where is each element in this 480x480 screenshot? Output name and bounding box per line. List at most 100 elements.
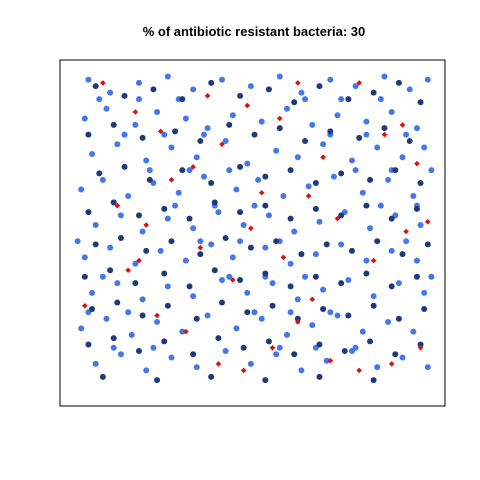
bacteria-point-light [298,89,305,96]
bacteria-point-light [363,131,370,138]
bacteria-point-light [251,202,258,209]
bacteria-point-light [367,225,374,232]
bacteria-point-light [132,121,139,128]
bacteria-point-light [107,89,114,96]
bacteria-point-light [273,351,280,358]
bacteria-point-light [146,167,153,174]
bacteria-point-dark [193,315,200,322]
bacteria-point-light [428,167,435,174]
bacteria-point-dark [265,86,272,93]
bacteria-point-light [287,260,294,267]
bacteria-point-light [388,247,395,254]
bacteria-point-light [334,312,341,319]
resistant-bacteria-point [295,80,301,86]
bacteria-point-light [276,73,283,80]
bacteria-point-dark [161,205,168,212]
bacteria-point-dark [287,215,294,222]
bacteria-point-dark [132,280,139,287]
bacteria-point-light [135,79,142,86]
bacteria-point-light [403,131,410,138]
bacteria-point-dark [312,273,319,280]
bacteria-point-light [78,325,85,332]
bacteria-point-light [222,138,229,145]
bacteria-point-light [172,202,179,209]
bacteria-point-light [74,238,81,245]
bacteria-point-light [114,280,121,287]
bacteria-point-dark [363,202,370,209]
bacteria-point-dark [114,299,121,306]
bacteria-point-dark [316,83,323,90]
bacteria-point-dark [262,173,269,180]
bacteria-point-light [417,222,424,229]
resistant-bacteria-point [219,141,225,148]
bacteria-point-dark [294,315,301,322]
bacteria-point-light [294,296,301,303]
bacteria-point-light [403,238,410,245]
bacteria-point-light [128,331,135,338]
bacteria-point-light [139,296,146,303]
bacteria-point-dark [237,209,244,216]
resistant-bacteria-point [157,128,164,135]
resistant-bacteria-point [414,160,420,167]
bacteria-point-light [283,105,290,112]
bacteria-point-dark [338,170,345,177]
bacteria-point-light [421,289,428,296]
bacteria-point-light [316,218,323,225]
bacteria-point-light [273,147,280,154]
bacteria-point-dark [392,167,399,174]
bacteria-point-dark [164,302,171,309]
bacteria-point-dark [237,92,244,99]
bacteria-point-light [327,309,334,316]
bacteria-point-dark [197,251,204,258]
resistant-bacteria-point [143,222,149,228]
resistant-bacteria-point [269,344,276,351]
bacteria-point-dark [417,341,424,348]
bacteria-point-dark [367,338,374,345]
bacteria-point-dark [110,121,117,128]
bacteria-point-light [276,344,283,351]
bacteria-point-light [381,73,388,80]
bacteria-point-light [237,238,244,245]
bacteria-point-dark [392,351,399,358]
resistant-bacteria-point [280,254,287,261]
bacteria-point-light [139,228,146,235]
bacteria-point-light [370,293,377,300]
bacteria-point-light [244,289,251,296]
bacteria-point-dark [348,247,355,254]
bacteria-point-dark [265,338,272,345]
bacteria-point-light [320,141,327,148]
bacteria-point-light [280,192,287,199]
bacteria-point-light [117,212,124,219]
bacteria-point-dark [89,306,96,313]
bacteria-point-dark [211,199,218,206]
resistant-bacteria-point [399,122,406,128]
bacteria-point-light [345,276,352,283]
bacteria-point-light [233,186,240,193]
resistant-bacteria-point [204,93,211,99]
bacteria-point-dark [110,335,117,342]
bacteria-point-light [132,260,139,267]
bacteria-point-dark [302,138,309,145]
bacteria-point-light [186,167,193,174]
bacteria-point-light [154,108,161,115]
resistant-bacteria-point [258,189,265,196]
resistant-bacteria-point [370,257,377,264]
resistant-bacteria-point [424,219,431,225]
bacteria-point-light [338,241,345,248]
resistant-bacteria-point [388,361,395,367]
bacteria-point-light [413,125,420,132]
bacteria-point-light [164,73,171,80]
bacteria-point-light [200,173,207,180]
bacteria-point-dark [262,202,269,209]
bacteria-point-light [96,96,103,103]
bacteria-point-dark [395,79,402,86]
bacteria-point-dark [421,306,428,313]
bacteria-point-dark [262,270,269,277]
bacteria-point-light [352,83,359,90]
bacteria-point-light [226,167,233,174]
bacteria-point-light [190,86,197,93]
bacteria-point-dark [338,280,345,287]
bacteria-point-light [413,257,420,264]
bacteria-point-light [78,186,85,193]
